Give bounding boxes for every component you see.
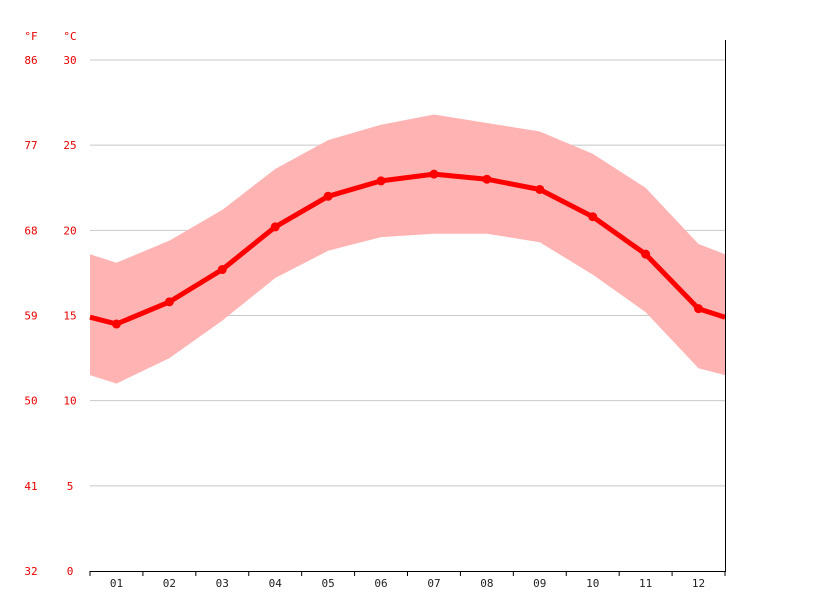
y-tick-label-celsius: 30 [63,54,76,67]
x-tick-label: 12 [692,577,705,590]
y-tick-label-fahrenheit: 59 [24,310,37,323]
y-tick-label-celsius: 10 [63,395,76,408]
axes: 30 86 25 77 20 68 15 59 10 50 5 41 0 32 01 02 03 04 05 06 07… [24,40,726,590]
y-tick-label-fahrenheit: 77 [24,139,37,152]
x-tick-label: 09 [533,577,546,590]
y-tick-label-fahrenheit: 86 [24,54,37,67]
average-temperature-line [89,171,726,327]
temperature-range-band [90,114,725,384]
y-tick-label-fahrenheit: 41 [24,480,37,493]
data-point-11 [641,249,651,259]
temperature-range-area [90,114,725,384]
average-temperature-series [89,169,726,329]
y-tick-label-celsius: 25 [63,139,76,152]
x-tick-label: 05 [322,577,335,590]
data-point-06 [376,176,386,186]
x-tick-label: 08 [480,577,493,590]
x-tick-label: 01 [110,577,123,590]
data-point-09 [535,184,545,194]
y-tick-label-fahrenheit: 32 [24,565,37,578]
x-tick-label: 04 [269,577,283,590]
x-tick-label: 07 [427,577,440,590]
y-tick-label-fahrenheit: 50 [24,395,37,408]
data-point-03 [217,265,227,275]
y-tick-label-celsius: 5 [67,480,74,493]
y-tick-label-celsius: 20 [63,224,76,237]
x-tick-label: 10 [586,577,599,590]
celsius-unit-label: °C [63,30,76,43]
x-tick-label: 02 [163,577,176,590]
data-point-08 [482,174,492,184]
data-point-10 [588,212,598,222]
y-tick-label-fahrenheit: 68 [24,224,37,237]
data-point-05 [323,191,333,201]
data-point-02 [164,297,174,307]
y-tick-label-celsius: 15 [63,310,76,323]
x-tick-label: 06 [374,577,387,590]
x-tick-label: 11 [639,577,652,590]
data-point-04 [270,222,280,232]
data-point-12 [694,304,704,314]
data-point-07 [429,169,439,179]
data-point-01 [111,319,121,329]
y-tick-label-celsius: 0 [67,565,74,578]
x-tick-label: 03 [216,577,229,590]
fahrenheit-unit-label: °F [24,30,37,43]
